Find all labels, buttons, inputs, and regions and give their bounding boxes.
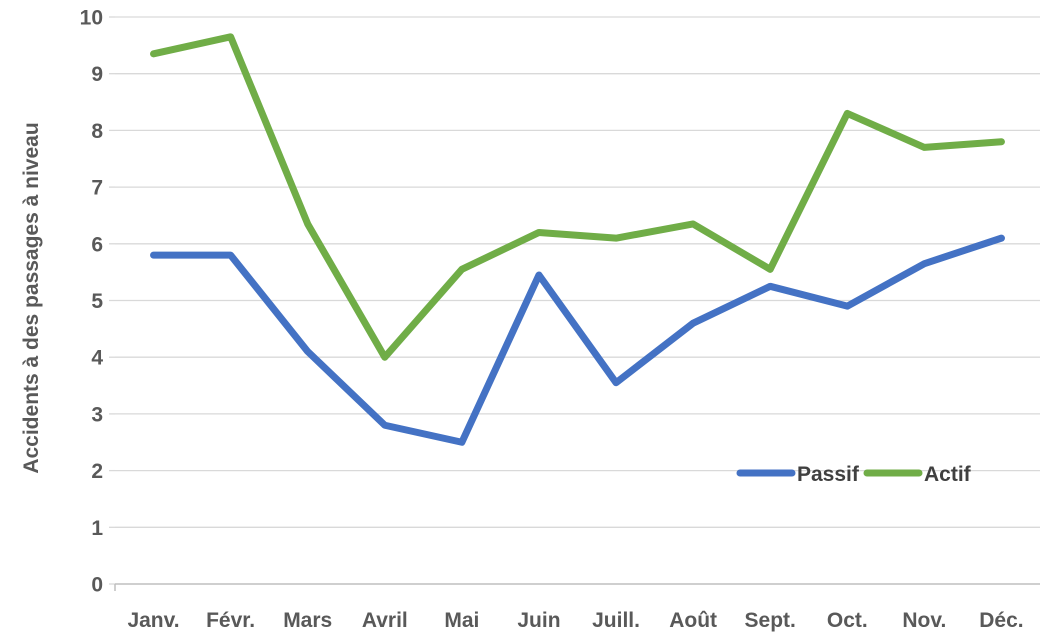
y-tick-label: 3 [91,403,103,426]
x-tick-label: Nov. [902,609,946,632]
x-tick-label: Mars [283,609,332,632]
y-tick-label: 9 [91,63,103,86]
series-line-actif [150,33,1005,361]
y-axis-ticks [109,16,115,585]
y-tick-label: 10 [80,7,103,30]
x-tick-label: Mai [444,609,479,632]
y-axis-title: Accidents à des passages à niveau [20,122,43,473]
x-tick-label: Avril [362,609,408,632]
x-tick-label: Sept. [745,609,796,632]
y-tick-label: 4 [91,347,103,370]
x-tick-label: Déc. [979,609,1023,632]
legend-label-passif: Passif [797,463,860,486]
y-tick-label: 0 [91,574,103,597]
x-axis-labels: Janv. Févr. Mars Avril Mai Juin Juill. Août Sept… [127,609,1023,632]
legend-label-actif: Actif [924,463,972,486]
x-tick-label: Juin [517,609,560,632]
legend: Passif Actif [736,463,972,486]
y-axis-labels: 0 1 2 3 4 5 6 7 8 9 10 [80,7,104,597]
x-tick-label: Août [669,609,717,632]
gridlines [115,16,1040,528]
x-tick-label: Juill. [592,609,640,632]
y-tick-label: 8 [91,120,103,143]
y-tick-label: 1 [91,517,103,540]
y-tick-label: 6 [91,233,103,256]
series-line-passif [150,234,1005,446]
y-tick-label: 2 [91,460,103,483]
y-tick-label: 5 [91,290,103,313]
y-tick-label: 7 [91,177,103,200]
x-tick-label: Févr. [206,609,255,632]
x-tick-label: Oct. [827,609,868,632]
x-tick-label: Janv. [127,609,179,632]
chart-plot-area: 0 1 2 3 4 5 6 7 8 9 10 Janv. Févr. Mars Avril Mai Juin Ju… [80,7,1040,632]
